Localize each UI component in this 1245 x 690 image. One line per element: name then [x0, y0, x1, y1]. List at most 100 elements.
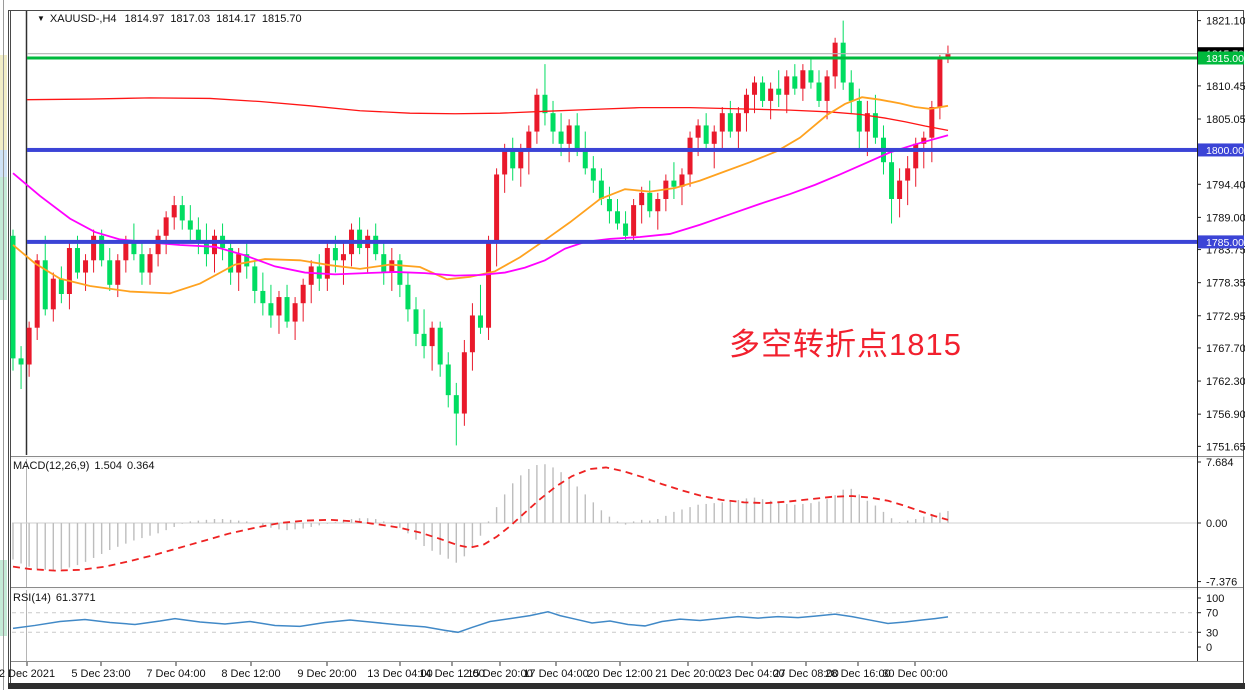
- turning-point-annotation[interactable]: 多空转折点1815: [729, 327, 962, 362]
- candle: [848, 82, 854, 101]
- hline-1785[interactable]: [27, 239, 1197, 244]
- candle: [615, 211, 620, 224]
- background-window-strip: [0, 0, 7, 690]
- rsi-axis-label: 100: [1206, 593, 1224, 605]
- candle: [703, 125, 709, 144]
- low-value: 1814.17: [216, 13, 256, 25]
- candle: [292, 303, 298, 322]
- candle: [83, 260, 89, 273]
- candle: [792, 76, 798, 89]
- candle: [445, 364, 451, 396]
- candle: [244, 254, 250, 267]
- candle: [308, 266, 314, 285]
- candle: [373, 235, 379, 255]
- rsi-panel[interactable]: [12, 610, 1197, 634]
- candle: [357, 229, 363, 249]
- candle: [743, 94, 749, 114]
- candle: [784, 76, 790, 95]
- symbol-timeframe-label: XAUUSD-,H4: [49, 13, 117, 25]
- candle: [808, 70, 814, 83]
- candle: [921, 137, 927, 144]
- candle: [461, 352, 467, 414]
- macd-main-value: 1.504: [94, 460, 122, 472]
- macd-axis-label: 7.684: [1206, 457, 1234, 469]
- price-axis[interactable]: 1821.101810.451805.051794.401789.001783.…: [1197, 16, 1245, 454]
- macd-signal-value: 0.364: [126, 460, 155, 472]
- candle: [598, 180, 604, 199]
- candle: [74, 248, 80, 273]
- time-axis[interactable]: 2 Dec 2021 5 Dec 23:00 7 Dec 04:00 8 Dec 12…: [0, 662, 948, 680]
- candle: [582, 149, 588, 169]
- candle: [494, 174, 500, 242]
- rsi-line: [12, 610, 949, 634]
- candle: [187, 220, 193, 230]
- symbol-dropdown-icon[interactable]: ▼: [37, 14, 45, 23]
- candle: [760, 82, 766, 101]
- time-axis-label: 8 Dec 12:00: [221, 668, 280, 680]
- candle: [477, 315, 483, 328]
- price-axis-label: 1810.45: [1206, 81, 1245, 93]
- candle: [453, 395, 459, 414]
- indicator-axes: 7.684 0.00 -7.376 100 70 30 0: [1197, 457, 1237, 654]
- candle: [913, 143, 919, 169]
- candle: [623, 223, 629, 236]
- macd-signal-line: [12, 466, 949, 572]
- candle: [550, 113, 556, 132]
- candle: [179, 205, 185, 221]
- candle: [228, 248, 234, 273]
- macd-panel[interactable]: [12, 464, 1197, 572]
- candle: [58, 278, 64, 295]
- hline-1800[interactable]: [27, 147, 1197, 152]
- candle: [727, 113, 733, 132]
- candle: [574, 125, 580, 150]
- candle: [832, 42, 838, 77]
- macd-name: MACD(12,26,9): [13, 460, 90, 472]
- candle: [284, 297, 290, 322]
- time-axis-label: 20 Dec 12:00: [587, 668, 652, 680]
- candle: [139, 254, 145, 273]
- candle: [679, 174, 685, 187]
- candle: [534, 94, 540, 132]
- horizontal-lines[interactable]: [27, 53, 1197, 244]
- price-axis-label: 1821.10: [1206, 16, 1245, 28]
- price-axis-label: 1778.35: [1206, 278, 1245, 290]
- hline-1815[interactable]: [27, 56, 1197, 60]
- candle: [566, 125, 572, 144]
- rsi-value: 61.3771: [55, 592, 96, 604]
- candle: [502, 149, 508, 175]
- time-axis-label: 9 Dec 20:00: [297, 668, 356, 680]
- candle: [268, 303, 274, 316]
- candle: [631, 205, 637, 236]
- candle: [276, 297, 282, 316]
- candle: [526, 131, 532, 150]
- candle: [332, 248, 338, 261]
- candle: [91, 235, 97, 261]
- candle: [711, 131, 717, 144]
- candle: [252, 266, 258, 291]
- ma-magenta: [12, 134, 949, 277]
- rsi-axis-label: 30: [1206, 627, 1218, 639]
- close-value: 1815.70: [261, 13, 302, 25]
- candle: [123, 241, 129, 261]
- candle: [864, 113, 870, 132]
- candle: [107, 260, 113, 285]
- macd-axis-label: 0.00: [1206, 518, 1227, 530]
- candle: [405, 284, 411, 310]
- candle: [34, 260, 40, 328]
- candle: [131, 241, 137, 255]
- candle: [647, 192, 653, 212]
- candle: [606, 198, 612, 212]
- candle: [929, 107, 935, 138]
- candle: [824, 76, 830, 101]
- candle: [429, 327, 435, 347]
- time-axis-label: 28 Dec 16:00: [825, 668, 890, 680]
- candlesticks[interactable]: [10, 20, 951, 446]
- candle: [260, 290, 266, 304]
- candle: [18, 358, 24, 365]
- candle: [155, 235, 161, 255]
- candle: [147, 254, 153, 273]
- candle: [840, 42, 846, 83]
- svg-text:1815.00: 1815.00: [1206, 53, 1244, 65]
- price-axis-label: 1789.00: [1206, 212, 1245, 224]
